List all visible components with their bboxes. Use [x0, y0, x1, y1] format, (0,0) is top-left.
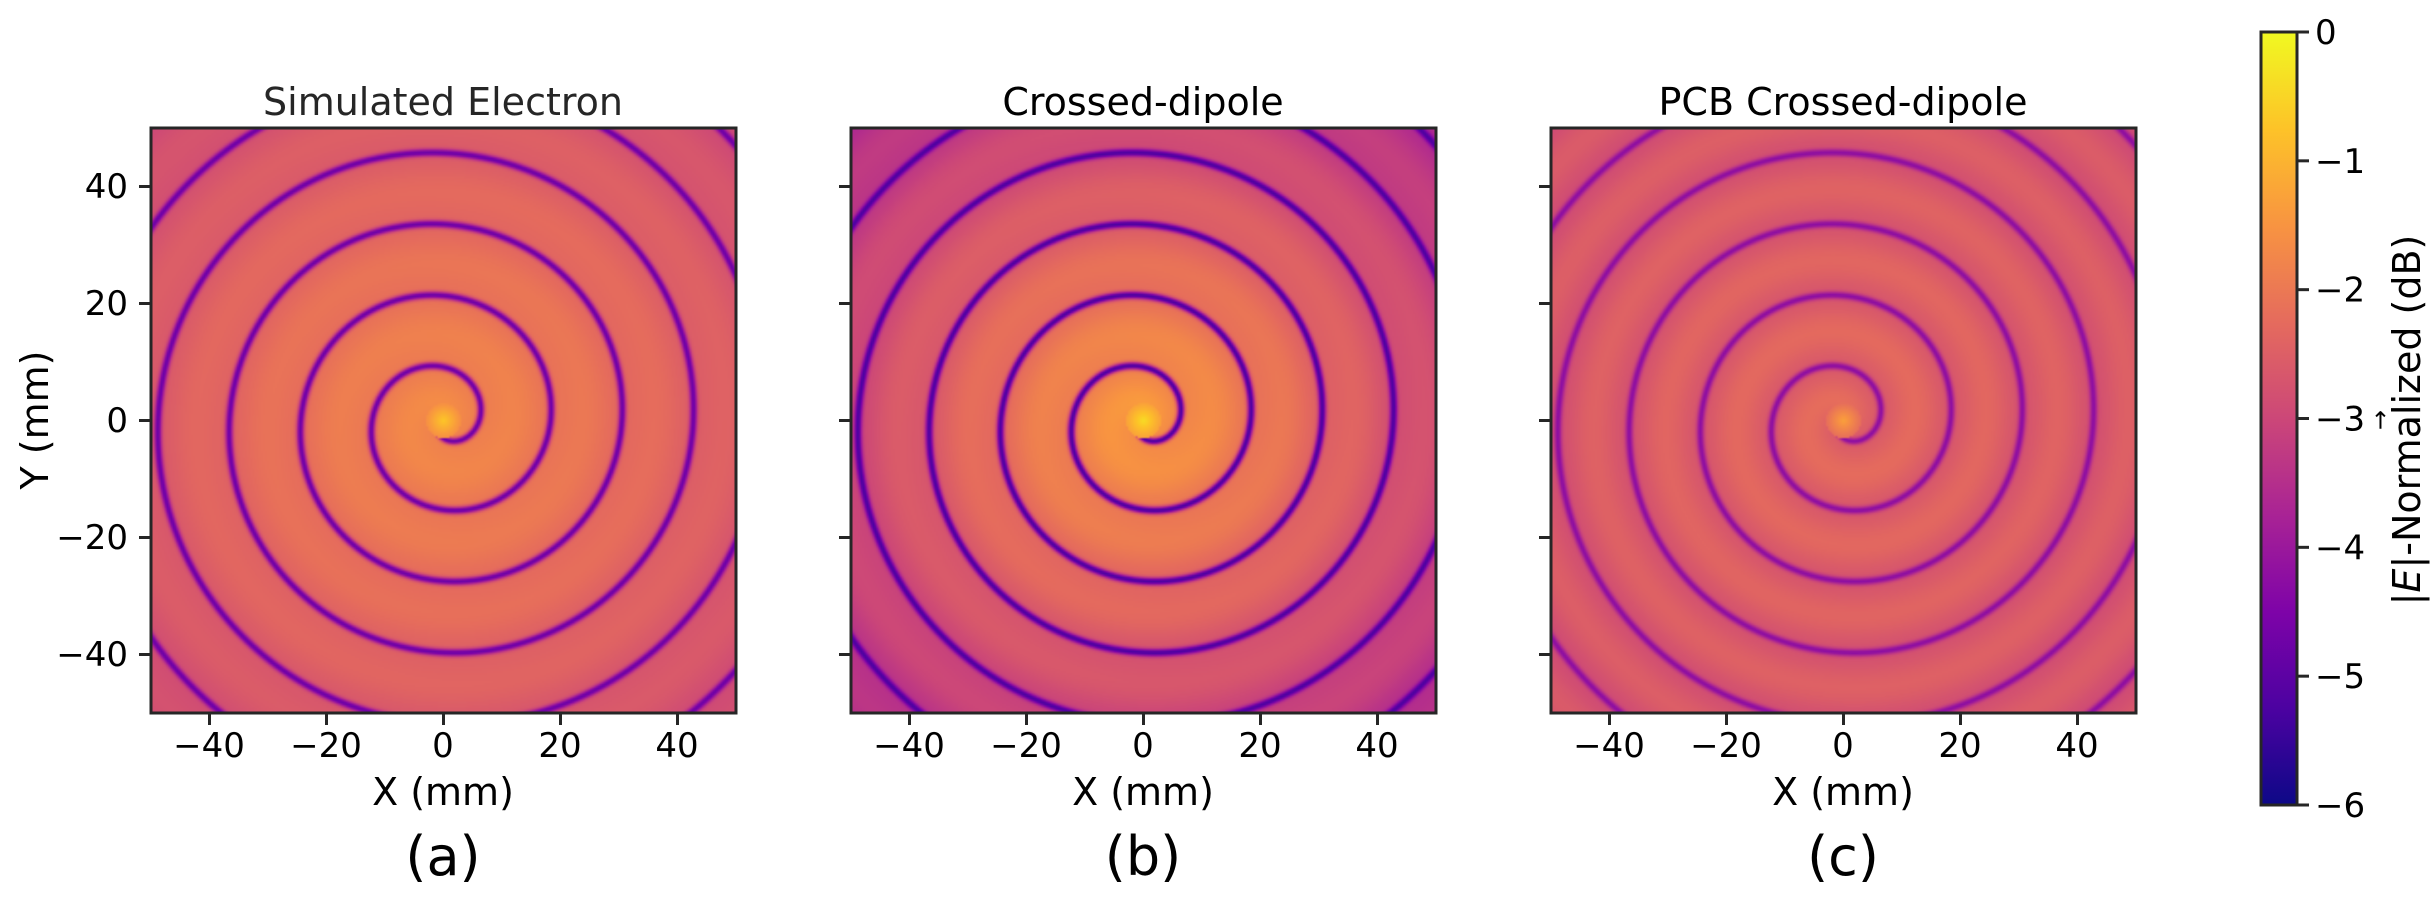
panel-a-label: (a): [405, 825, 480, 888]
colorbar-label-arrow: →: [2366, 410, 2394, 430]
panel-b-xtick-3: 20: [1238, 726, 1281, 766]
panel-c-heatmap: [1551, 128, 2136, 713]
panel-a-xtick-3: 20: [538, 726, 581, 766]
colorbar-tick-label-5: −5: [2315, 657, 2365, 697]
panel-a-title: Simulated Electron: [263, 80, 623, 124]
panel-c-xtick-1: −20: [1690, 726, 1762, 766]
panel-c-title: PCB Crossed-dipole: [1659, 80, 2028, 124]
panel-b-heatmap: [851, 128, 1436, 713]
panel-a-ytick-2: 0: [106, 401, 128, 441]
panel-a-ytick-3: −20: [56, 518, 128, 558]
colorbar-tick-label-4: −4: [2315, 528, 2365, 568]
panel-b-x-label: X (mm): [1072, 770, 1214, 814]
panel-a-ytick-4: −40: [56, 635, 128, 675]
panel-c-xtick-0: −40: [1573, 726, 1645, 766]
panel-b-xtick-2: 0: [1132, 726, 1154, 766]
panel-a-ytick-1: 20: [85, 284, 128, 324]
panel-c-xtick-3: 20: [1938, 726, 1981, 766]
panel-b-xtick-4: 40: [1355, 726, 1398, 766]
panel-b-label: (b): [1105, 825, 1181, 888]
panel-a-xtick-1: −20: [290, 726, 362, 766]
panel-c-xtick-2: 0: [1832, 726, 1854, 766]
panel-c-xtick-4: 40: [2055, 726, 2098, 766]
panel-c-label: (c): [1807, 825, 1879, 888]
panel-c-x-axis: −40 −20 0 20 40 X (mm): [1573, 726, 2099, 814]
panel-b-title: Crossed-dipole: [1002, 80, 1283, 124]
panel-b-xtick-1: −20: [990, 726, 1062, 766]
panel-b-x-axis: −40 −20 0 20 40 X (mm): [873, 726, 1399, 814]
panel-a-y-axis: 40 20 0 −20 −40 Y (mm): [13, 167, 128, 675]
panel-a-heatmap: [151, 128, 736, 713]
panel-a: Simulated Electron 40 20 0 −20 −40 Y (mm…: [13, 80, 736, 888]
panel-a-xtick-4: 40: [655, 726, 698, 766]
colorbar-tick-label-3: −3: [2315, 400, 2365, 440]
panel-a-x-label: X (mm): [372, 770, 514, 814]
colorbar-gradient: [2261, 32, 2297, 805]
colorbar: 0−1−2−3−4−5−6 |E|-Normalized (dB) →: [2261, 13, 2430, 826]
panel-c: PCB Crossed-dipole −40 −20 0 20 40 X (mm…: [1551, 80, 2136, 888]
panel-a-x-axis: −40 −20 0 20 40 X (mm): [173, 726, 699, 814]
panel-a-ytick-0: 40: [85, 167, 128, 207]
colorbar-tick-label-2: −2: [2315, 271, 2365, 311]
colorbar-tick-label-0: 0: [2315, 13, 2337, 53]
panel-c-x-label: X (mm): [1772, 770, 1914, 814]
y-axis-label: Y (mm): [13, 351, 57, 491]
colorbar-tick-label-6: −6: [2315, 786, 2365, 826]
colorbar-ticks: 0 −1 −2 −3 −4 −5 −6: [2297, 13, 2365, 826]
panel-a-xtick-0: −40: [173, 726, 245, 766]
colorbar-tick-label-1: −1: [2315, 142, 2365, 182]
panel-b: Crossed-dipole −40 −20 0 20 40 X (mm) (b…: [851, 80, 1436, 888]
panel-b-xtick-0: −40: [873, 726, 945, 766]
panel-a-xtick-2: 0: [432, 726, 454, 766]
